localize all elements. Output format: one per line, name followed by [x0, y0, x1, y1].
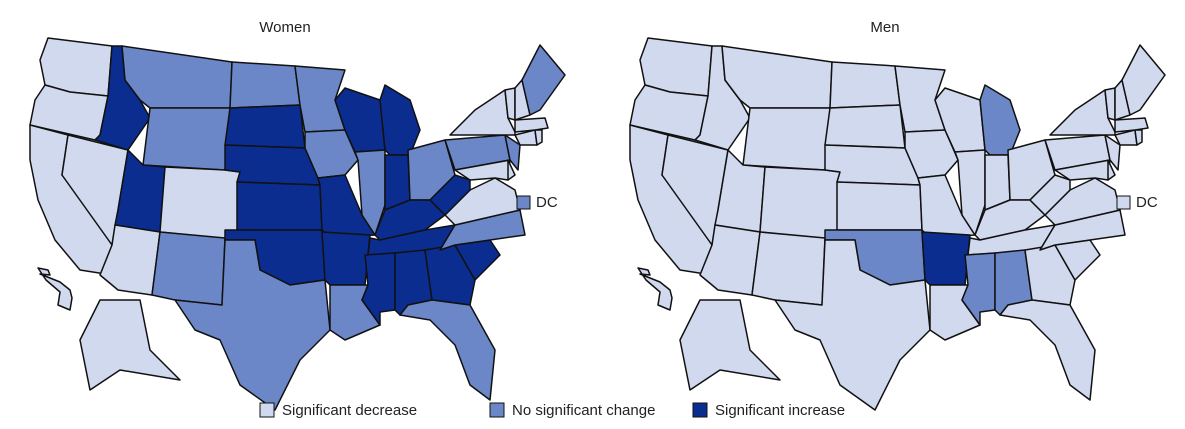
state: [236, 181, 323, 231]
state: [449, 89, 516, 136]
dc-label: DC: [1136, 194, 1158, 211]
state: [379, 84, 421, 156]
state: [1104, 134, 1121, 171]
state: [774, 239, 931, 411]
state: [979, 84, 1021, 156]
state: [37, 267, 73, 311]
legend-swatch: [692, 402, 708, 418]
state: [1114, 117, 1149, 133]
panel-title: Women: [259, 19, 310, 36]
state: [321, 231, 371, 286]
state: [521, 44, 566, 116]
state: [836, 181, 923, 231]
state: [224, 104, 306, 149]
panel-title: Men: [870, 19, 899, 36]
state: [229, 61, 301, 109]
state: [534, 129, 543, 146]
state: [142, 107, 231, 171]
state: [514, 117, 549, 133]
state: [454, 159, 511, 181]
map-panel: Men DC: [629, 19, 1166, 411]
state: [721, 45, 833, 109]
state: [1121, 44, 1166, 116]
state: [1107, 159, 1116, 181]
state: [121, 45, 233, 109]
dc-swatch: [1116, 195, 1131, 210]
state: [1029, 174, 1071, 216]
legend-label: Significant increase: [715, 402, 845, 419]
state: [159, 166, 241, 241]
state: [504, 134, 521, 171]
state: [742, 107, 831, 171]
state: [1054, 159, 1111, 181]
dc-swatch: [516, 195, 531, 210]
dc-label: DC: [536, 194, 558, 211]
state: [921, 231, 971, 286]
state: [679, 299, 781, 391]
state: [999, 299, 1096, 401]
state: [824, 104, 906, 149]
state: [174, 239, 331, 411]
state: [751, 231, 826, 306]
legend-label: Significant decrease: [282, 402, 417, 419]
state: [1049, 89, 1116, 136]
state: [507, 159, 516, 181]
state: [79, 299, 181, 391]
state: [759, 166, 841, 241]
state: [829, 61, 901, 109]
state: [399, 299, 496, 401]
state: [1134, 129, 1143, 146]
legend-label: No significant change: [512, 402, 655, 419]
legend-swatch: [489, 402, 505, 418]
state: [151, 231, 226, 306]
state: [429, 174, 471, 216]
legend-swatch: [259, 402, 275, 418]
state: [637, 267, 673, 311]
map-panel: Women DC: [29, 19, 566, 411]
